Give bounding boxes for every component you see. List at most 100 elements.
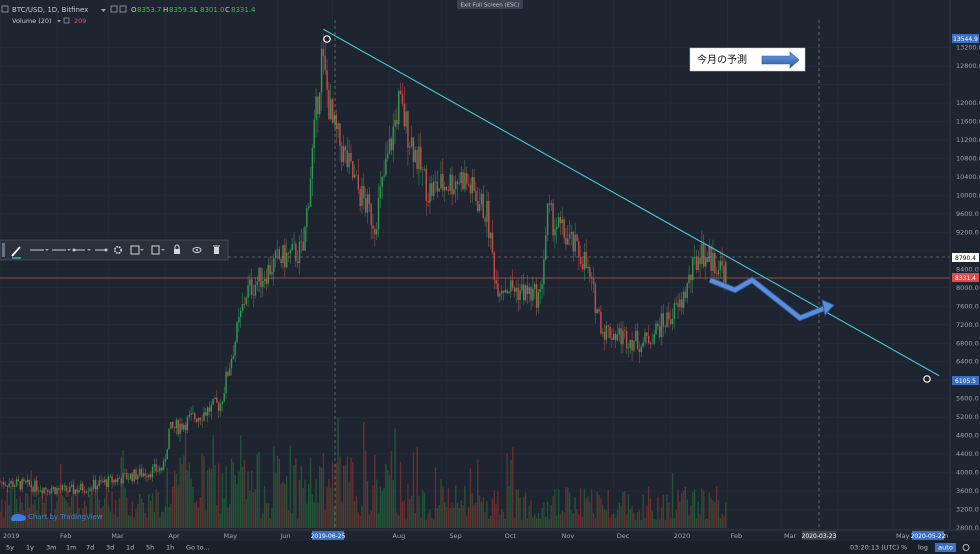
drawing-toolbar[interactable]	[0, 239, 229, 261]
candle-body	[308, 206, 310, 208]
trash-icon[interactable]	[214, 247, 219, 254]
range-button-1h[interactable]: 1h	[166, 544, 174, 552]
volume-bars	[0, 417, 727, 528]
range-button-1m[interactable]: 1m	[66, 544, 76, 552]
candle-body	[138, 468, 141, 476]
chevron-down-icon[interactable]	[101, 9, 106, 12]
time-axis[interactable]: 2019 Feb Mar Apr May Jun Aug Sep Oct Nov Dec 2020 Fe…	[0, 529, 980, 541]
volume-bar	[602, 504, 604, 528]
volume-bar	[352, 462, 354, 528]
close-icon[interactable]	[119, 5, 127, 13]
candle-body	[115, 479, 117, 483]
range-button-3m[interactable]: 3m	[46, 544, 56, 552]
exit-full-screen-button[interactable]: Exit Full Screen (ESC)	[457, 0, 523, 9]
percent-toggle[interactable]: %	[901, 544, 907, 552]
candle-body	[491, 232, 494, 253]
auto-toggle-bg[interactable]	[935, 543, 956, 552]
candle-body	[164, 459, 167, 462]
pencil-icon[interactable]	[11, 246, 21, 257]
range-button-1y[interactable]: 1y	[26, 544, 34, 552]
volume-bar	[65, 500, 67, 528]
candle-body	[91, 488, 93, 490]
layers-icon[interactable]	[130, 245, 140, 255]
trendline-handle-end[interactable]	[923, 375, 931, 383]
volume-bar	[721, 513, 723, 528]
range-button-7d[interactable]: 7d	[86, 544, 94, 552]
candle-body	[519, 290, 521, 300]
volume-bar	[712, 500, 714, 528]
svg-text:2020-03-23: 2020-03-23	[802, 533, 837, 540]
volume-bar	[631, 506, 633, 528]
volume-bar	[714, 502, 716, 528]
range-button-1d[interactable]: 1d	[126, 544, 134, 552]
utc-time[interactable]: 03:20:13 (UTC)	[850, 544, 899, 552]
candle-body	[278, 249, 281, 259]
candle-body	[188, 414, 190, 417]
candle-body	[607, 325, 609, 327]
settings-icon[interactable]	[110, 5, 118, 13]
settings-gear-icon[interactable]	[962, 544, 970, 551]
trendline[interactable]	[323, 28, 940, 377]
candle-body	[111, 476, 113, 483]
volume-bar	[93, 516, 95, 528]
volume-bar	[330, 487, 332, 528]
volume-chevron-icon[interactable]	[57, 20, 61, 23]
svg-text:13544.9: 13544.9	[953, 36, 978, 43]
tradingview-watermark[interactable]: Chart by TradingView	[11, 513, 103, 521]
volume-bar	[443, 502, 446, 528]
clone-icon[interactable]	[151, 245, 160, 255]
candle-body	[532, 288, 534, 301]
symbol-label[interactable]: BTC/USD, 1D, Bitfinex	[12, 6, 88, 14]
volume-value: 209	[74, 17, 86, 25]
volume-bar	[263, 485, 266, 528]
candle-body	[12, 481, 14, 487]
candle-body	[557, 217, 560, 227]
candle-body	[363, 185, 365, 199]
volume-bar	[276, 455, 279, 528]
volume-bar	[515, 489, 518, 528]
forecast-arrow[interactable]	[708, 276, 835, 322]
time-tick-label: 2020	[674, 532, 691, 540]
volume-label[interactable]: Volume (20)	[12, 17, 52, 25]
candle-body	[431, 183, 433, 196]
eye-icon[interactable]	[192, 247, 202, 253]
candle-body	[524, 285, 527, 301]
candlestick-series	[0, 33, 727, 499]
volume-bar	[491, 498, 494, 528]
volume-settings-icon[interactable]	[63, 17, 70, 24]
candle-body	[581, 264, 584, 270]
auto-toggle[interactable]: auto	[938, 544, 953, 552]
candle-body	[122, 473, 124, 484]
volume-bar	[359, 515, 361, 528]
volume-bar	[504, 518, 507, 528]
candle-body	[243, 303, 246, 305]
candle-body	[328, 90, 330, 120]
collapse-icon[interactable]	[1, 5, 9, 13]
range-button-3d[interactable]: 3d	[106, 544, 114, 552]
lock-icon[interactable]	[174, 249, 180, 254]
gear-icon[interactable]	[114, 246, 123, 255]
goto-button[interactable]: Go to...	[186, 544, 210, 552]
volume-bar	[530, 500, 532, 528]
annotation-box[interactable]: 今月の予測	[689, 47, 806, 72]
price-tick-label: 10000.0	[956, 191, 980, 199]
volume-bar	[609, 517, 611, 528]
log-toggle[interactable]: log	[918, 544, 928, 552]
volume-bar	[30, 470, 32, 528]
price-axis[interactable]: 13200.0 12800.0 12000.0 11600.0 11200.0 10800…	[949, 0, 980, 532]
volume-bar	[107, 504, 110, 528]
candle-body	[587, 267, 589, 269]
volume-bar	[339, 456, 341, 528]
volume-bar	[390, 451, 393, 528]
trendline-handle-start[interactable]	[323, 35, 331, 43]
volume-bar	[572, 513, 575, 528]
volume-bar	[148, 494, 150, 528]
candle-body	[636, 330, 639, 350]
drag-handle-icon[interactable]	[2, 243, 5, 257]
candle-body	[690, 274, 692, 281]
range-button-5h[interactable]: 5h	[146, 544, 154, 552]
volume-bar	[188, 463, 190, 528]
range-button-5y[interactable]: 5y	[6, 544, 14, 552]
volume-bar	[291, 512, 293, 528]
